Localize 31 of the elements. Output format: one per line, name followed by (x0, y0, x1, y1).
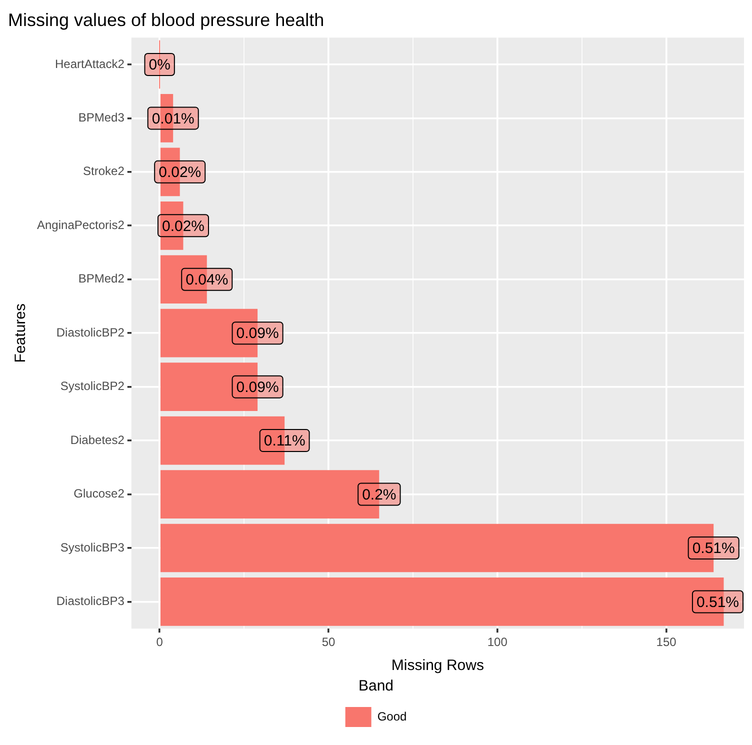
annotation: 0.2% (362, 486, 396, 504)
y-tick-label: AnginaPectoris2 (36, 218, 125, 232)
annotation: 0.04% (186, 272, 228, 289)
y-axis-title: Features (12, 304, 30, 363)
annotation: 0.01% (152, 110, 194, 128)
x-tick-label: 0 (156, 635, 164, 650)
chart-title: Missing values of blood pressure health (8, 10, 324, 30)
y-tick-label: Stroke2 (83, 164, 125, 178)
y-tick-label: HeartAttack2 (55, 56, 125, 71)
annotation: 0.09% (236, 325, 279, 342)
y-tick-label: BPMed2 (78, 272, 125, 286)
x-tick-label: 100 (487, 635, 508, 650)
annotation: 0.02% (162, 218, 205, 235)
annotation: 0% (148, 56, 170, 74)
y-tick-label: Diabetes2 (70, 432, 125, 447)
y-tick-label: Glucose2 (74, 486, 125, 501)
y-tick-label: DiastolicBP3 (56, 594, 125, 608)
x-axis-title: Missing Rows (391, 657, 484, 674)
x-tick-label: 50 (322, 635, 336, 650)
annotation: 0.02% (158, 164, 202, 182)
annotation: 0.09% (236, 378, 279, 396)
y-tick-label: DiastolicBP2 (56, 325, 125, 340)
legend-title: Band (358, 678, 394, 695)
annotation: 0.51% (696, 594, 740, 611)
y-tick-label: SystolicBP3 (60, 540, 125, 554)
y-tick-label: BPMed3 (78, 110, 125, 125)
x-tick-label: 150 (656, 635, 677, 650)
annotation: 0.11% (264, 432, 306, 450)
annotation: 0.51% (692, 540, 735, 558)
legend-label: Good (377, 709, 407, 724)
y-tick-label: SystolicBP2 (60, 379, 125, 394)
